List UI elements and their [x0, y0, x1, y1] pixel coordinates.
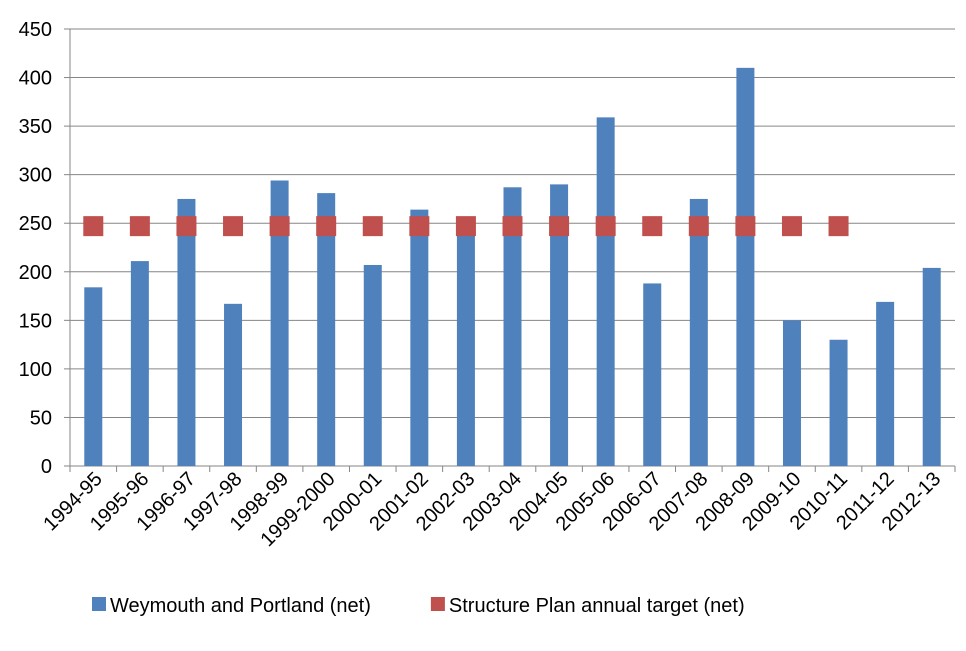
marker [455, 216, 476, 237]
legend-swatch [92, 597, 106, 611]
bar [550, 184, 569, 466]
y-tick-label: 50 [30, 407, 52, 429]
bar [782, 320, 801, 466]
marker [176, 216, 197, 237]
legend-label: Structure Plan annual target (net) [449, 595, 745, 617]
bar [130, 261, 149, 466]
marker [316, 216, 337, 237]
bar [456, 225, 475, 466]
marker [688, 216, 709, 237]
bar [736, 67, 755, 466]
bar [177, 198, 196, 466]
marker [735, 216, 756, 237]
y-tick-label: 150 [19, 310, 52, 332]
marker [223, 216, 244, 237]
marker [642, 216, 663, 237]
y-tick-label: 100 [19, 359, 52, 381]
bar [410, 209, 429, 467]
bar [596, 117, 615, 467]
y-tick-label: 250 [19, 213, 52, 235]
marker [409, 216, 430, 237]
y-tick-label: 350 [19, 116, 52, 138]
bar [224, 303, 243, 466]
bar [876, 301, 895, 466]
bar [363, 264, 382, 466]
bar [922, 267, 941, 466]
marker [362, 216, 383, 237]
marker [549, 216, 570, 237]
marker [828, 216, 849, 237]
y-tick-label: 0 [41, 456, 52, 478]
y-tick-label: 200 [19, 262, 52, 284]
bar [643, 283, 662, 466]
bar [689, 198, 708, 466]
marker [502, 216, 523, 237]
marker [595, 216, 616, 237]
marker [781, 216, 802, 237]
marker [83, 216, 104, 237]
bar [503, 187, 522, 466]
bar [317, 193, 336, 466]
bar [84, 287, 103, 466]
marker [269, 216, 290, 237]
bar [829, 339, 848, 466]
y-tick-label: 300 [19, 165, 52, 187]
bar [270, 180, 289, 466]
legend-label: Weymouth and Portland (net) [110, 595, 371, 617]
y-tick-label: 400 [19, 68, 52, 90]
legend-swatch [430, 597, 445, 611]
y-tick-label: 450 [19, 19, 52, 41]
marker [129, 216, 150, 237]
